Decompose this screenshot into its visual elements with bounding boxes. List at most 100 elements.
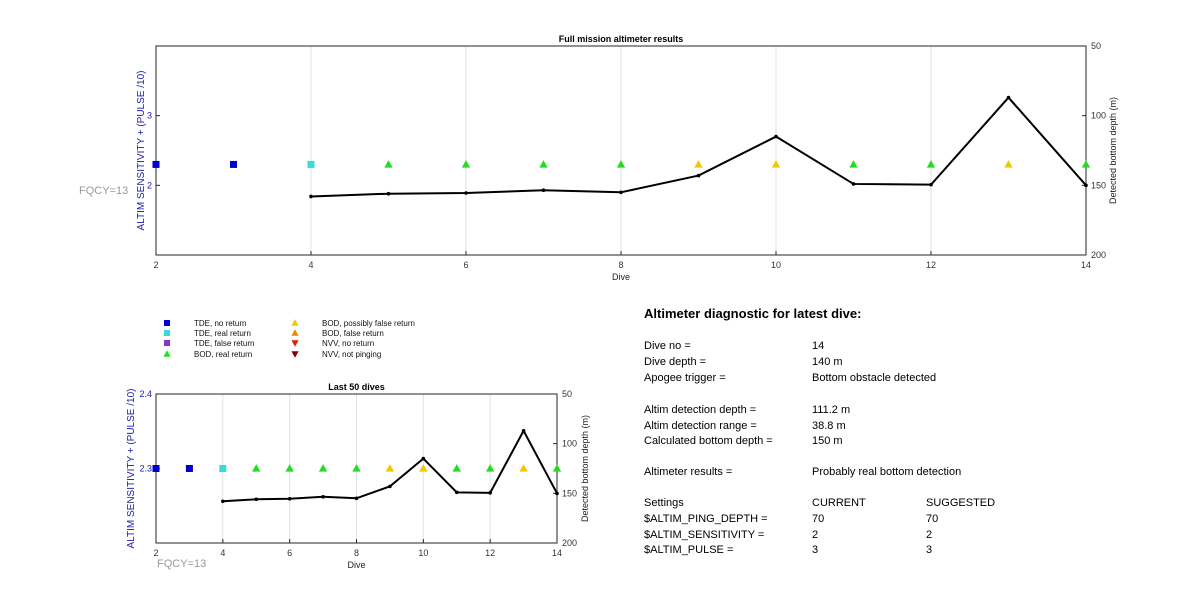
setting-current-value: 2 [812, 529, 819, 541]
legend-marker [164, 320, 170, 326]
bottom-data-marker [519, 464, 528, 472]
bottom-x-tick-label: 4 [220, 548, 225, 558]
top-data-marker [1004, 160, 1013, 168]
altim-detection-range-value: 38.8 m [812, 420, 846, 432]
bottom-y2-tick-label: 150 [562, 488, 577, 498]
altim-detection-depth-value: 111.2 m [812, 404, 851, 416]
bottom-y2-tick-label: 200 [562, 538, 577, 548]
setting-suggested-value: 2 [926, 529, 933, 541]
bottom-y2-tick-label: 50 [562, 389, 572, 399]
top-bottom-depth-point [619, 190, 623, 195]
bottom-data-marker [452, 464, 461, 472]
bottom-bottom-depth-point [321, 495, 325, 499]
settings-suggested-header: SUGGESTED [926, 497, 996, 509]
top-data-marker [539, 160, 548, 168]
bottom-y2-axis-label: Detected bottom depth (m) [580, 415, 590, 522]
top-fqcy-label: FQCY=13 [79, 185, 128, 197]
bottom-data-marker [419, 464, 428, 472]
setting-name: $ALTIM_PULSE = [644, 544, 734, 556]
bottom-data-marker [252, 464, 261, 472]
top-x-tick-label: 14 [1081, 260, 1091, 270]
bottom-bottom-depth-point [287, 496, 292, 501]
bottom-fqcy-label: FQCY=13 [157, 558, 206, 570]
bottom-x-tick-label: 8 [354, 548, 359, 558]
legend-marker [164, 340, 170, 346]
setting-current-value: 3 [812, 544, 819, 556]
top-data-marker [849, 160, 858, 168]
top-x-tick-label: 2 [153, 260, 158, 270]
top-bottom-depth-point [386, 191, 391, 196]
altim-detection-depth-label: Altim detection depth = [644, 404, 757, 416]
legend-label: NVV, no return [322, 339, 374, 348]
top-data-marker [230, 160, 237, 168]
bottom-x-tick-label: 6 [287, 548, 292, 558]
bottom-data-marker [352, 464, 361, 472]
bottom-bottom-depth-point [388, 484, 392, 489]
settings-current-header: CURRENT [812, 497, 866, 509]
bottom-data-marker [318, 464, 328, 472]
top-bottom-depth-point [541, 188, 546, 193]
top-bottom-depth-point [851, 182, 856, 186]
settings-label: Settings [644, 497, 684, 509]
bottom-data-marker [552, 464, 562, 472]
bottom-x-tick-label: 12 [485, 548, 495, 558]
diagnostic-title: Altimeter diagnostic for latest dive: [644, 306, 862, 321]
altim-detection-range-label: Altim detection range = [644, 420, 757, 432]
top-y-tick-label: 3 [147, 111, 152, 121]
bottom-x-tick-label: 10 [418, 548, 428, 558]
bottom-chart-title: Last 50 dives [328, 382, 385, 392]
dive-no-value: 14 [812, 340, 825, 352]
legend-label: BOD, real return [194, 350, 252, 359]
bottom-data-marker [285, 464, 294, 472]
legend-marker [291, 340, 299, 347]
legend-label: BOD, possibly false return [322, 319, 415, 328]
legend-label: TDE, no return [194, 319, 246, 328]
legend-marker [164, 330, 170, 336]
legend-marker [291, 319, 299, 326]
dive-no-label: Dive no = [644, 340, 691, 352]
dive-depth-value: 140 m [812, 356, 843, 368]
legend-marker [163, 350, 171, 357]
apogee-trigger-label: Apogee trigger = [644, 372, 726, 384]
bottom-x-tick-label: 14 [552, 548, 562, 558]
bottom-bottom-depth-point [454, 490, 459, 495]
legend-marker [291, 329, 299, 336]
top-bottom-depth-point [1084, 183, 1088, 188]
top-bottom-depth-point [696, 173, 701, 178]
top-chart-title: Full mission altimeter results [559, 34, 684, 44]
top-y2-axis-label: Detected bottom depth (m) [1108, 97, 1118, 204]
bottom-y-axis-label: ALTIM SENSITIVITY + (PULSE /10) [126, 389, 137, 549]
altimeter-results-value: Probably real bottom detection [812, 466, 962, 478]
top-data-marker [771, 160, 781, 168]
top-x-tick-label: 12 [926, 260, 936, 270]
setting-current-value: 70 [812, 513, 825, 525]
setting-name: $ALTIM_PING_DEPTH = [644, 513, 768, 525]
top-bottom-depth-point [464, 191, 468, 195]
top-y2-tick-label: 150 [1091, 180, 1106, 190]
top-y2-tick-label: 200 [1091, 250, 1106, 260]
legend-marker [291, 351, 299, 358]
calculated-bottom-depth-value: 150 m [812, 435, 843, 447]
top-data-marker [1081, 160, 1091, 168]
top-bottom-depth-point [309, 194, 313, 199]
bottom-bottom-depth-point [521, 428, 526, 433]
top-data-marker [926, 160, 936, 168]
setting-suggested-value: 3 [926, 544, 933, 556]
top-x-tick-label: 8 [618, 260, 623, 270]
bottom-y2-tick-label: 100 [562, 439, 577, 449]
bottom-bottom-depth-point [421, 456, 426, 461]
top-data-marker [461, 160, 471, 168]
bottom-bottom-depth-point [555, 491, 559, 496]
top-x-tick-label: 4 [308, 260, 313, 270]
bottom-data-marker [385, 464, 395, 472]
bottom-y-tick-label: 2.3 [139, 464, 152, 474]
calculated-bottom-depth-label: Calculated bottom depth = [644, 435, 773, 447]
top-data-marker [616, 160, 626, 168]
top-data-marker [152, 160, 160, 168]
top-data-marker [307, 160, 315, 168]
dive-depth-label: Dive depth = [644, 356, 707, 368]
top-data-marker [694, 160, 703, 168]
setting-suggested-value: 70 [926, 513, 939, 525]
bottom-data-marker [185, 465, 193, 472]
